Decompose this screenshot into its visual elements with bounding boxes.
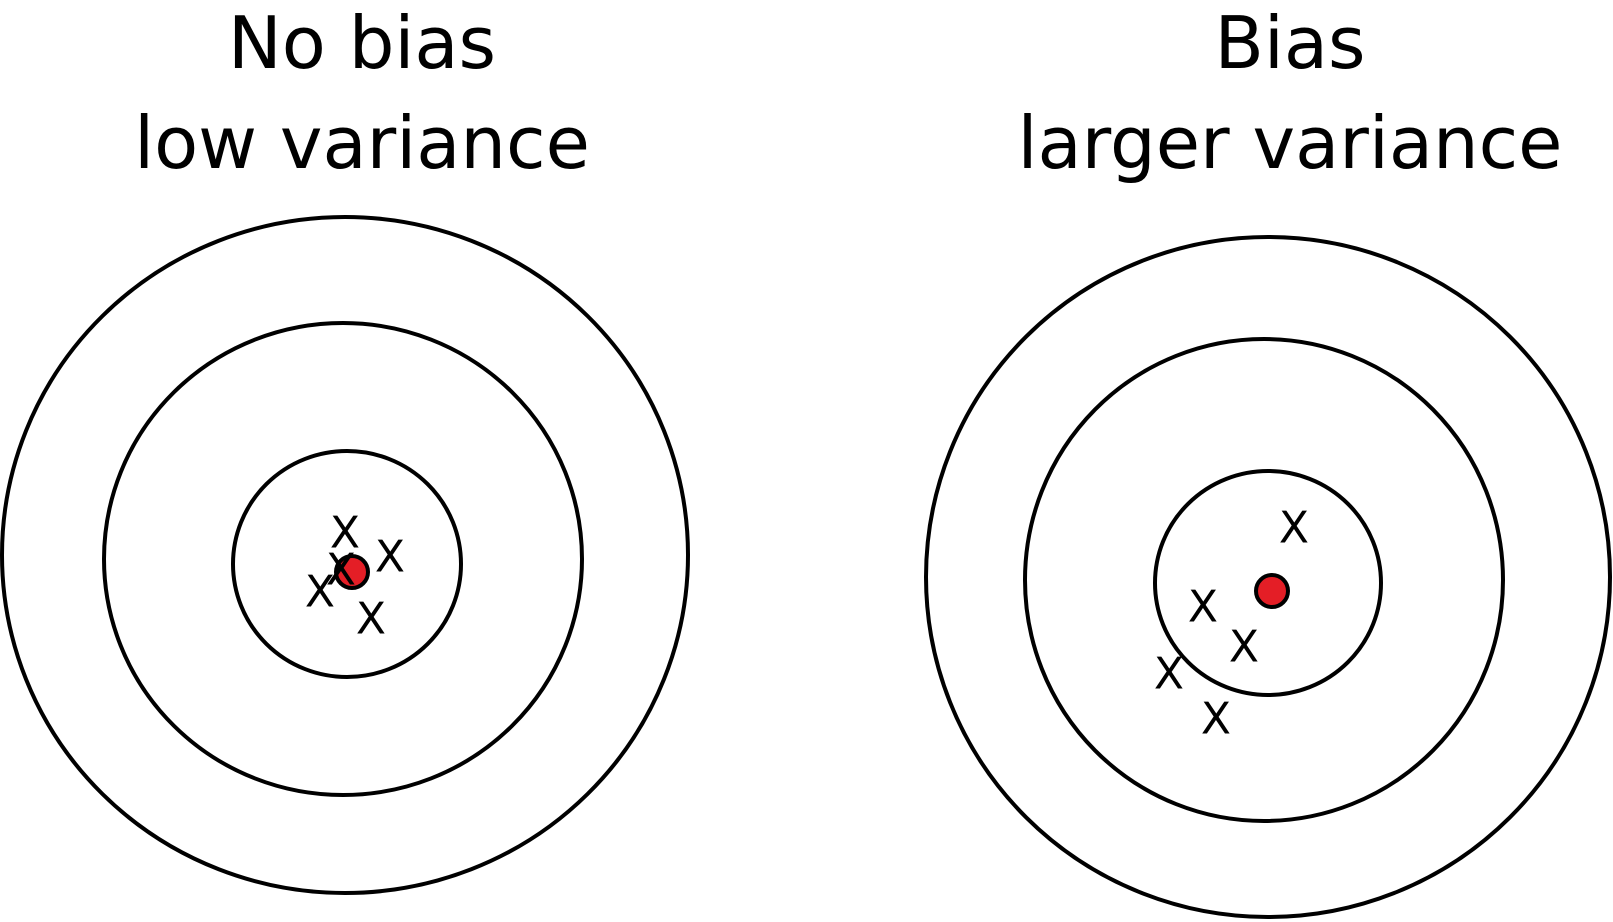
panel-title-line2: larger variance — [1018, 101, 1563, 185]
estimate-mark: X — [1229, 622, 1259, 673]
target-middle-ring — [1023, 337, 1505, 823]
estimate-mark: X — [1279, 503, 1309, 554]
estimate-mark: X — [305, 567, 335, 618]
target-inner-ring — [1153, 469, 1383, 697]
estimate-mark: X — [330, 508, 360, 559]
panel-title-line1: Bias — [1214, 1, 1365, 85]
estimate-mark: X — [326, 545, 356, 596]
panel-bias: Bias larger variance X X X X X — [924, 1, 1612, 919]
target-outer-ring — [924, 235, 1612, 919]
target-middle-ring — [102, 321, 584, 797]
target-inner-ring — [231, 449, 463, 679]
panel-no-bias: No bias low variance X X X X X — [0, 1, 690, 895]
estimate-mark: X — [1154, 649, 1184, 700]
bullseye-dot — [334, 554, 370, 590]
panel-title-line2: low variance — [134, 101, 590, 185]
estimate-mark: X — [375, 532, 405, 583]
estimate-mark: X — [1188, 582, 1218, 633]
panel-title-line1: No bias — [228, 1, 496, 85]
estimate-mark: X — [356, 594, 386, 645]
target-outer-ring — [0, 215, 690, 895]
bullseye-dot — [1254, 573, 1290, 609]
estimate-mark: X — [1201, 694, 1231, 745]
